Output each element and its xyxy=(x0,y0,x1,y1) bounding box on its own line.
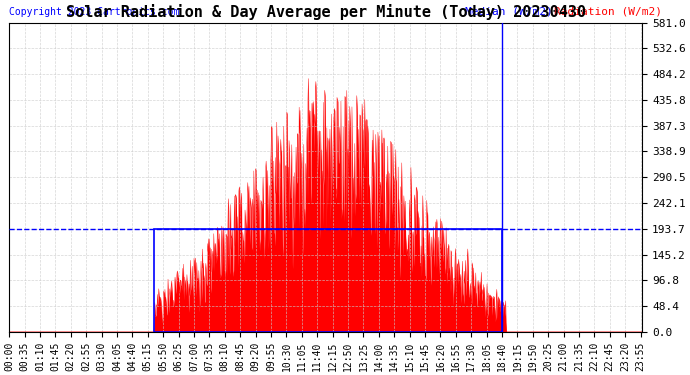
Title: Solar Radiation & Day Average per Minute (Today) 20230430: Solar Radiation & Day Average per Minute… xyxy=(66,4,586,20)
Bar xyxy=(155,229,502,332)
Text: Median (W/m2): Median (W/m2) xyxy=(465,6,553,16)
Text: Radiation (W/m2): Radiation (W/m2) xyxy=(553,6,662,16)
Text: Copyright 2023 Cartronics.com: Copyright 2023 Cartronics.com xyxy=(9,6,179,16)
